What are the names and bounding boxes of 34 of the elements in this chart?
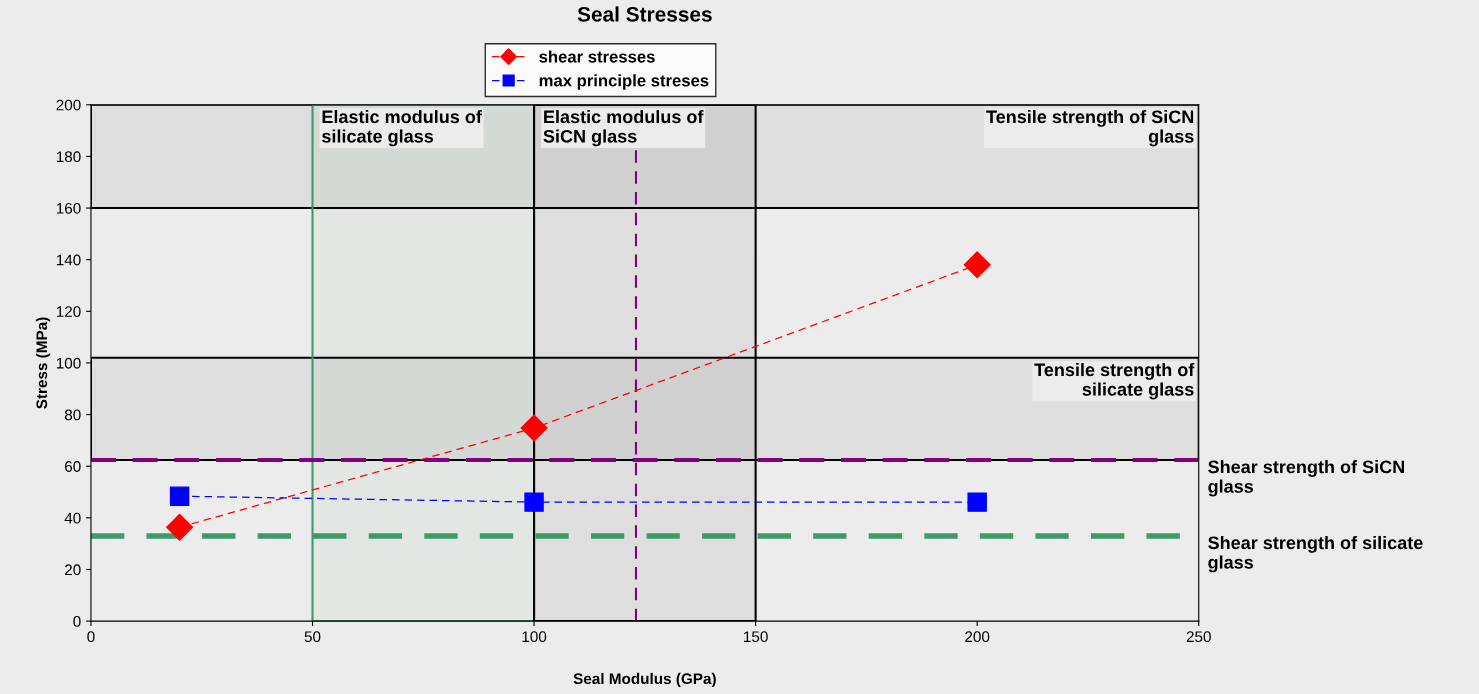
x-tick-label: 200: [965, 631, 990, 643]
y-tick-label: 120: [56, 306, 81, 318]
x-tick-label: 100: [522, 631, 547, 643]
point: [524, 492, 544, 512]
band-label: Elastic modulus of silicate glass: [322, 109, 482, 147]
y-tick-label: 80: [64, 409, 81, 421]
band-label: Tensile strength of SiCN glass: [986, 109, 1194, 147]
point: [963, 251, 991, 279]
ref-line-label: Shear strength of SiCN glass: [1208, 460, 1405, 497]
x-tick-label: 250: [1186, 631, 1211, 643]
point: [520, 414, 548, 442]
y-tick-label: 0: [73, 616, 81, 627]
y-tick-label: 180: [56, 151, 81, 163]
x-tick-label: 0: [87, 631, 95, 643]
ref-line-label: Shear strength of silicate glass: [1208, 535, 1423, 573]
point: [169, 486, 190, 506]
x-tick-label: 150: [744, 631, 768, 643]
y-tick-label: 160: [56, 202, 81, 214]
point: [967, 492, 987, 512]
y-tick-label: 20: [65, 564, 81, 576]
chart-title: Seal Stresses: [577, 6, 712, 22]
y-tick-label: 60: [65, 461, 81, 472]
y-tick-label: 40: [64, 512, 81, 524]
x-tick-label: 50: [304, 631, 321, 643]
band-label: Elastic modulus of SiCN glass: [543, 109, 704, 147]
legend-label: max principle streses: [539, 74, 709, 90]
y-tick-label: 100: [56, 357, 81, 369]
band-label: Tensile strength of silicate glass: [1034, 362, 1195, 400]
legend-label: shear stresses: [539, 50, 655, 63]
y-tick-label: 200: [56, 99, 81, 111]
y-tick-label: 140: [56, 254, 81, 266]
x-axis-title: Seal Modulus (GPa): [573, 672, 716, 688]
point: [166, 513, 194, 541]
y-axis-title: Stress (MPa): [35, 317, 51, 409]
